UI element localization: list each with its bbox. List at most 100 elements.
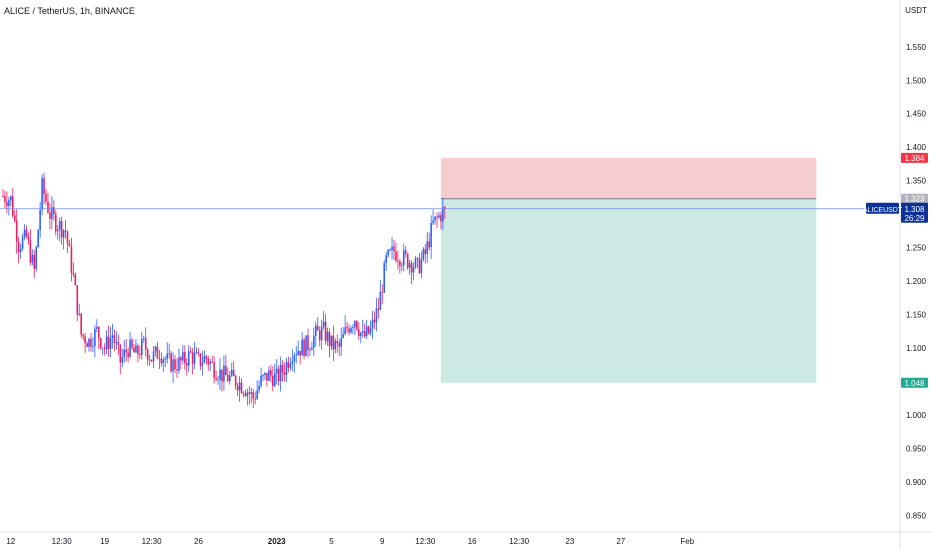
- candle-body: [287, 362, 290, 368]
- candle-body: [8, 200, 10, 207]
- candle-body: [148, 359, 151, 361]
- candle-body: [340, 337, 343, 347]
- candle-body: [146, 349, 149, 360]
- candle-body: [129, 339, 131, 357]
- candle-body: [27, 236, 30, 241]
- candle-body: [295, 354, 298, 356]
- x-tick-label: 9: [380, 537, 385, 546]
- candle-body: [313, 335, 315, 348]
- candle-body: [41, 178, 43, 211]
- candle-body: [131, 339, 133, 348]
- candle-body: [277, 368, 280, 382]
- candle-body: [43, 178, 45, 195]
- candle-body: [33, 254, 36, 269]
- candle-body: [285, 362, 288, 375]
- candle-body: [422, 249, 425, 260]
- candle-body: [369, 328, 372, 334]
- candle-body: [201, 362, 204, 366]
- candle-body: [58, 221, 61, 230]
- candle-body: [170, 353, 172, 372]
- candle-body: [180, 357, 182, 361]
- candle-body: [363, 331, 366, 337]
- candle-body: [234, 376, 237, 386]
- candle-body: [15, 220, 18, 243]
- candle-body: [213, 362, 215, 379]
- candle-body: [84, 336, 86, 344]
- candle-body: [424, 249, 427, 255]
- candle-body: [70, 246, 73, 273]
- candle-body: [101, 347, 104, 349]
- candle-body: [344, 327, 346, 335]
- candle-body: [178, 357, 180, 371]
- candle-body: [358, 329, 360, 337]
- candle-body: [103, 347, 106, 350]
- candle-body: [385, 255, 387, 263]
- y-tick-label: 1.200: [906, 277, 927, 286]
- candle-body: [164, 358, 167, 360]
- candle-body: [334, 341, 337, 350]
- candle-body: [144, 337, 147, 350]
- candle-body: [238, 382, 241, 391]
- y-tick-label: 0.850: [906, 511, 927, 520]
- candle-body: [133, 347, 135, 353]
- x-tick-label: 12:30: [52, 537, 73, 546]
- candle-body: [13, 215, 16, 221]
- candle-body: [381, 291, 384, 293]
- candle-body: [311, 347, 313, 350]
- candle-body: [23, 229, 26, 238]
- candle-body: [348, 328, 350, 333]
- y-tick-label: 1.100: [906, 344, 927, 353]
- candle-body: [60, 221, 63, 238]
- candle-body: [74, 274, 77, 286]
- candle-body: [51, 207, 53, 219]
- candle-body: [2, 196, 4, 197]
- candle-body: [420, 259, 423, 273]
- candle-body: [408, 263, 411, 268]
- candle-body: [305, 335, 307, 356]
- candle-body: [399, 261, 401, 266]
- candle-body: [236, 385, 239, 391]
- candle-body: [430, 223, 432, 248]
- candle-body: [105, 336, 108, 350]
- candle-body: [88, 338, 90, 347]
- candle-body: [29, 240, 32, 263]
- stop-loss-zone: [440, 157, 817, 199]
- candle-body: [230, 369, 233, 376]
- candle-body: [176, 369, 178, 371]
- y-tick-label: 1.550: [906, 43, 927, 52]
- candle-body: [127, 352, 129, 357]
- candle-body: [207, 358, 210, 365]
- candle-body: [367, 326, 370, 334]
- candle-body: [375, 308, 378, 323]
- candle-body: [205, 356, 208, 359]
- candle-body: [217, 379, 219, 381]
- candle-body: [401, 265, 403, 267]
- candle-body: [45, 194, 47, 202]
- y-tick-label: 1.500: [906, 76, 927, 85]
- candle-body: [440, 215, 442, 222]
- candle-body: [219, 369, 221, 380]
- candle-body: [211, 361, 213, 363]
- candle-body: [273, 373, 276, 387]
- candle-body: [92, 346, 94, 347]
- candle-body: [406, 253, 409, 268]
- candle-body: [328, 331, 331, 347]
- candle-body: [189, 351, 192, 353]
- candle-body: [123, 349, 126, 357]
- candle-body: [262, 375, 264, 376]
- candle-body: [119, 344, 122, 363]
- candle-body: [275, 368, 278, 374]
- y-tick-label: 0.950: [906, 444, 927, 453]
- candle-body: [338, 343, 341, 347]
- target-price-badge-bg: [901, 377, 928, 388]
- candle-body: [227, 374, 229, 382]
- y-tick-label: 1.250: [906, 244, 927, 253]
- candle-body: [402, 250, 405, 266]
- candle-body: [289, 363, 292, 368]
- candle-body: [264, 372, 266, 376]
- candle-body: [377, 308, 380, 310]
- x-tick-label: 16: [468, 537, 477, 546]
- candle-body: [223, 365, 225, 382]
- candle-body: [139, 354, 141, 356]
